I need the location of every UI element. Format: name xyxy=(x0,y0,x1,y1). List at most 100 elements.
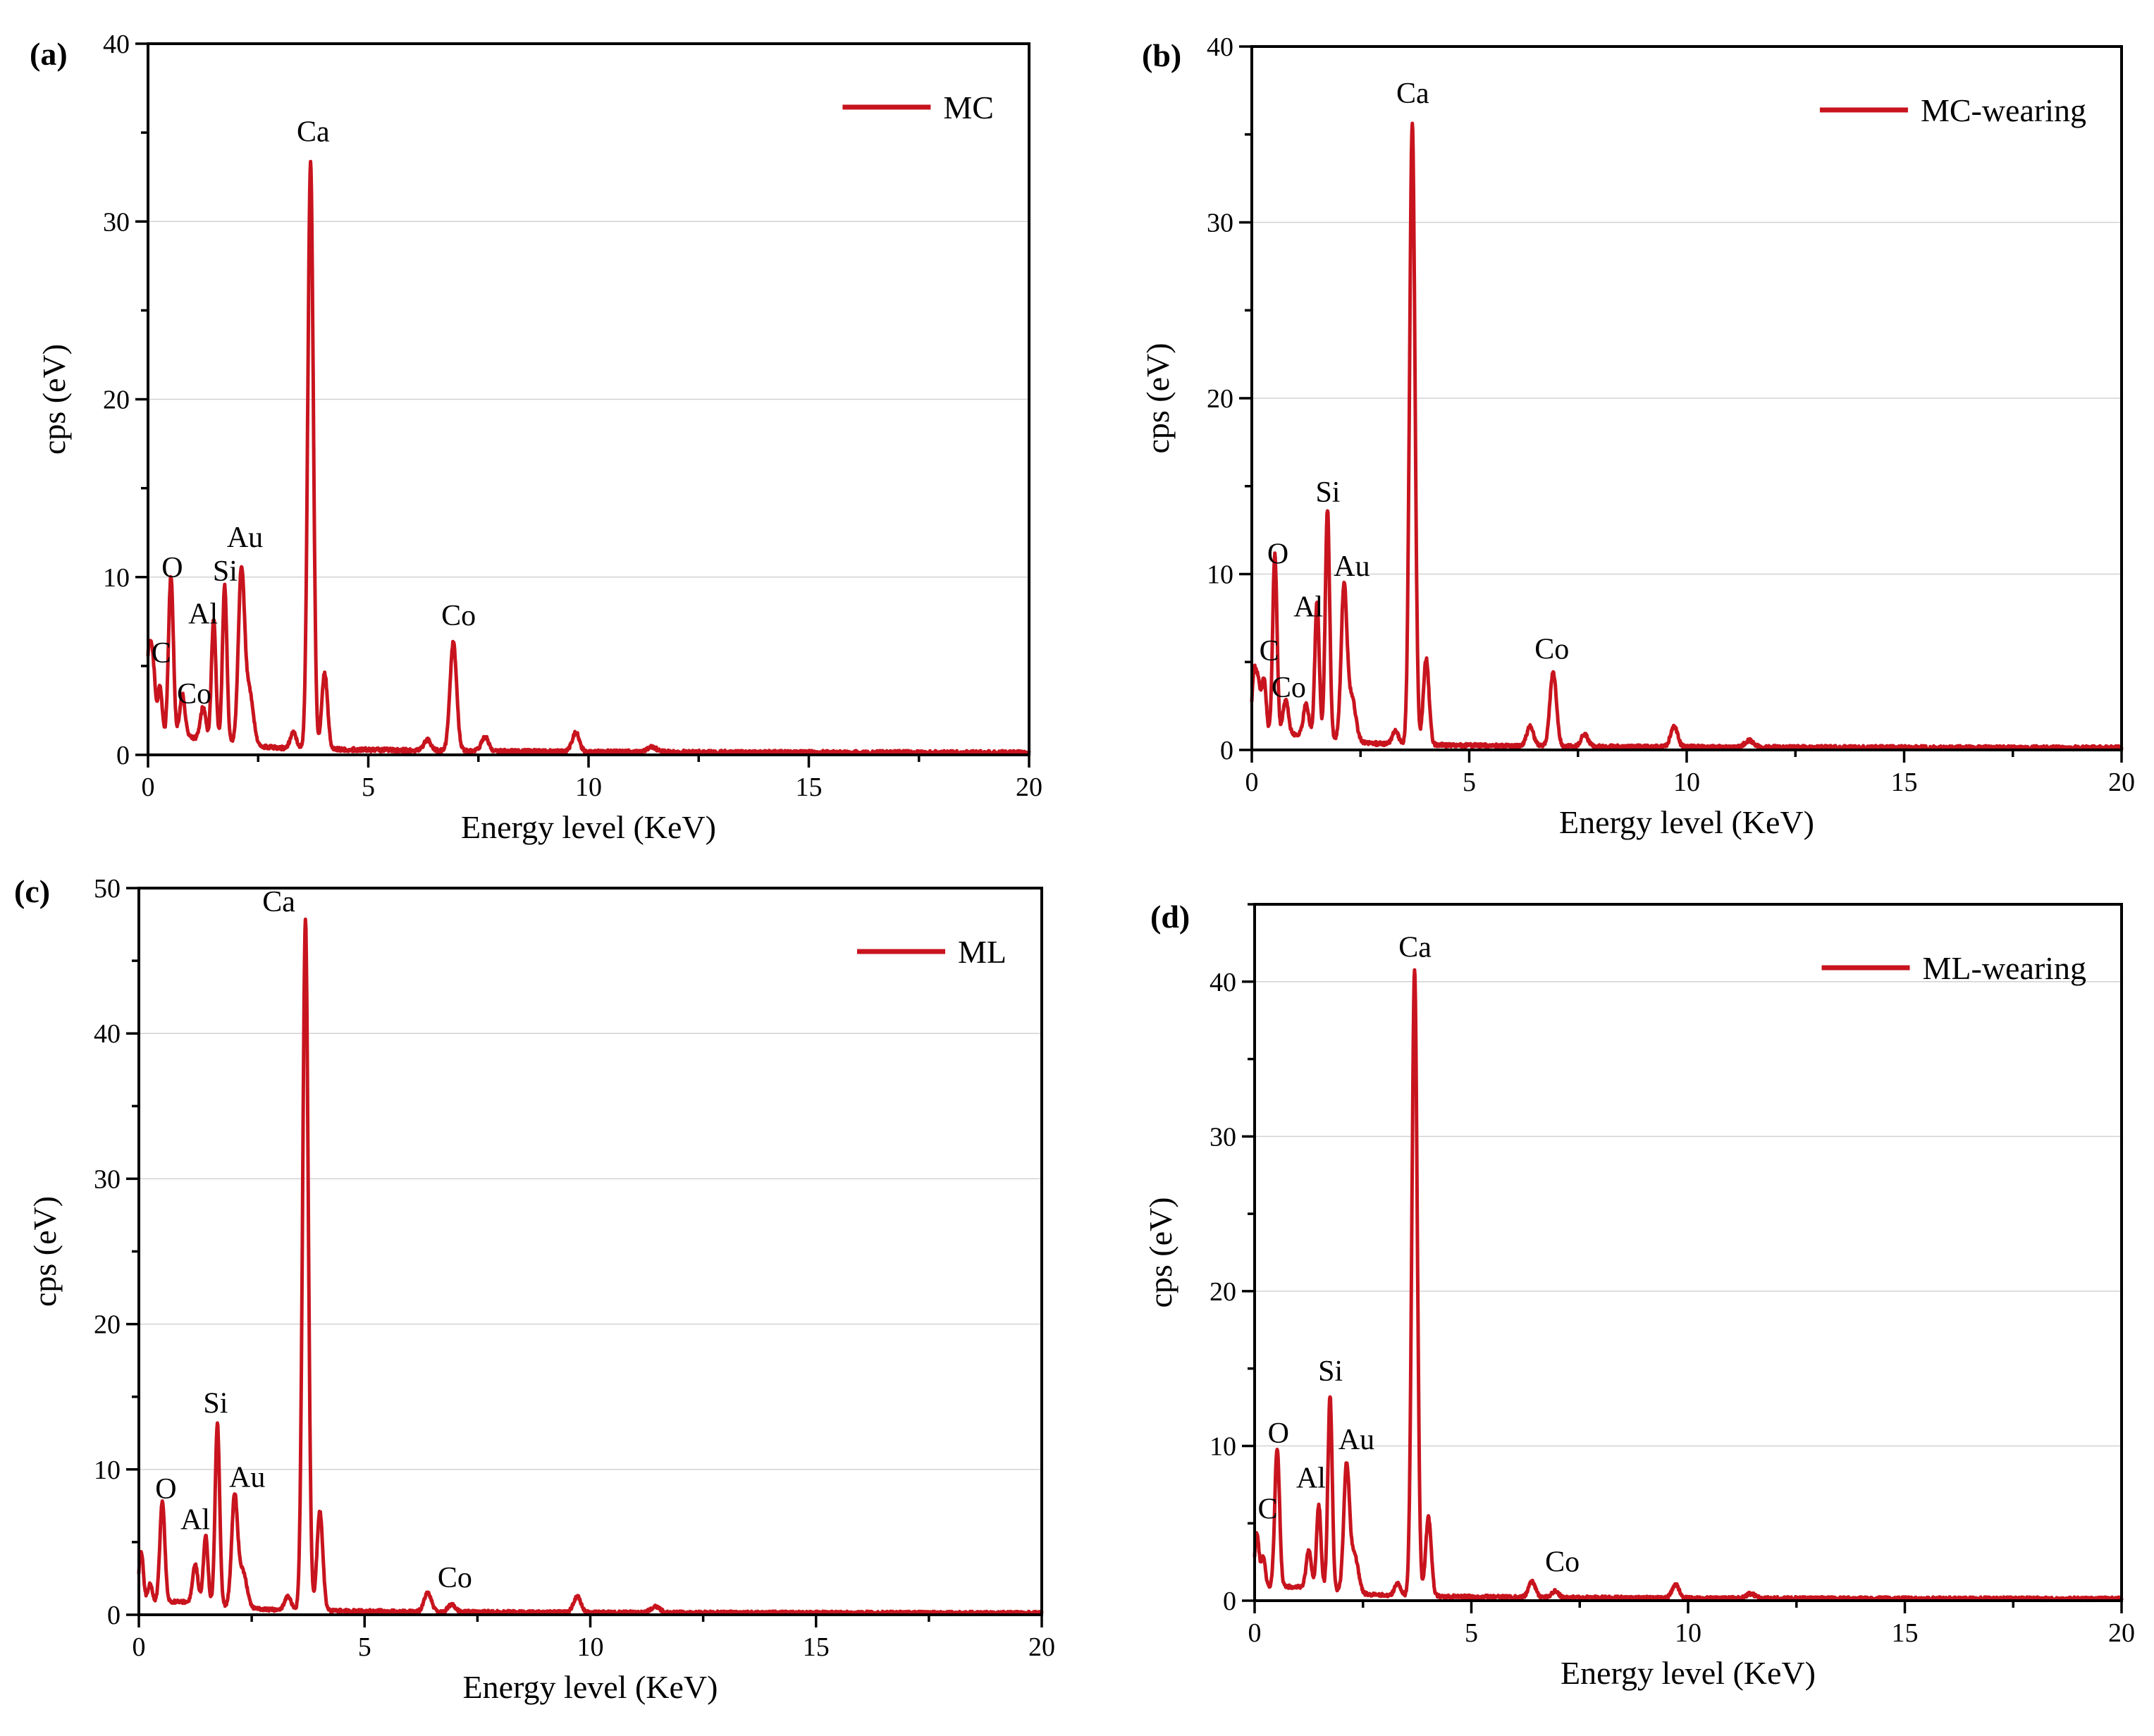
peak-label: O xyxy=(161,552,183,584)
x-tick-label: 0 xyxy=(1245,768,1259,797)
peak-label: Co xyxy=(441,600,476,632)
peak-label: Si xyxy=(1318,1355,1343,1388)
y-tick-label: 20 xyxy=(94,1310,121,1340)
peak-label: C xyxy=(1257,1494,1277,1526)
x-tick-label: 5 xyxy=(362,772,375,802)
x-tick-label: 5 xyxy=(358,1632,371,1662)
y-tick-label: 10 xyxy=(94,1455,121,1485)
chart-panel: 0 5 10 15 20 0 10 20 30 40 Energy level (KeV) cps (… xyxy=(1140,32,2135,840)
y-axis: 0 10 20 30 40 xyxy=(1207,32,1252,765)
peak-label: Au xyxy=(1334,550,1370,583)
peak-label: Al xyxy=(180,1503,210,1536)
peak-label: C xyxy=(152,637,171,670)
y-axis-title: cps (eV) xyxy=(36,344,72,455)
y-tick-label: 50 xyxy=(94,874,121,904)
y-tick-label: 20 xyxy=(1210,1277,1236,1307)
y-tick-label: 40 xyxy=(1210,968,1236,997)
peak-label: Si xyxy=(213,555,238,588)
y-tick-label: 30 xyxy=(1210,1122,1236,1152)
legend-label: MC xyxy=(943,90,994,125)
peak-label: Si xyxy=(203,1387,228,1420)
y-tick-label: 20 xyxy=(1207,384,1233,414)
y-axis: 0 10 20 30 40 xyxy=(103,30,148,770)
panel-letter: (d) xyxy=(1150,899,1190,935)
y-tick-label: 0 xyxy=(107,1601,121,1630)
peak-label: Co xyxy=(1534,633,1569,665)
legend-label: ML xyxy=(958,934,1007,970)
x-tick-label: 15 xyxy=(1892,1618,1919,1648)
x-tick-label: 5 xyxy=(1463,768,1476,797)
peak-label: Al xyxy=(188,598,218,630)
chart-panel: 0 5 10 15 20 0 10 20 30 40 Energy level (KeV) cps (… xyxy=(1143,899,2135,1691)
spectrum-line xyxy=(1250,121,2124,752)
x-axis: 0 5 10 15 20 xyxy=(142,755,1042,802)
y-tick-label: 30 xyxy=(1207,209,1233,238)
x-tick-label: 20 xyxy=(2108,768,2135,797)
y-tick-label: 0 xyxy=(1220,736,1233,765)
y-tick-label: 40 xyxy=(103,30,130,59)
x-axis: 0 5 10 15 20 xyxy=(133,1615,1055,1662)
y-tick-label: 30 xyxy=(94,1164,121,1194)
x-tick-label: 15 xyxy=(803,1632,830,1662)
chart-panel: 0 5 10 15 20 0 10 20 30 40 Energy level (KeV) cps (… xyxy=(30,30,1042,845)
y-tick-label: 10 xyxy=(103,563,130,593)
peak-label: Ca xyxy=(1398,932,1432,964)
x-axis-title: Energy level (KeV) xyxy=(1561,1655,1816,1691)
peak-label: Co xyxy=(1545,1546,1580,1578)
y-tick-label: 20 xyxy=(103,386,130,415)
legend-label: MC-wearing xyxy=(1921,92,2086,128)
y-tick-label: 10 xyxy=(1210,1432,1236,1461)
peak-label: Al xyxy=(1293,591,1323,623)
peak-label: Si xyxy=(1315,476,1340,509)
peak-labels: OAl Si Au Ca Co xyxy=(155,886,472,1594)
peak-label: O xyxy=(155,1473,176,1506)
y-axis-title: cps (eV) xyxy=(27,1196,63,1307)
peak-label: Au xyxy=(229,1462,265,1494)
y-axis: 0 10 20 30 40 50 xyxy=(94,874,139,1630)
peak-label: C xyxy=(1260,635,1279,667)
x-tick-label: 20 xyxy=(2108,1618,2135,1648)
peak-label: Ca xyxy=(297,116,330,149)
gridlines xyxy=(1255,981,2122,1447)
peak-labels: C OAl Si Au Ca Co xyxy=(1257,932,1580,1579)
x-tick-label: 0 xyxy=(133,1632,146,1662)
legend: ML xyxy=(857,934,1007,970)
x-tick-label: 5 xyxy=(1465,1618,1478,1648)
y-tick-label: 40 xyxy=(94,1019,121,1049)
peak-label: O xyxy=(1267,538,1288,571)
x-tick-label: 20 xyxy=(1028,1632,1055,1662)
legend: ML-wearing xyxy=(1821,950,2086,986)
x-tick-label: 0 xyxy=(1248,1618,1262,1648)
peak-label: Co xyxy=(1272,672,1306,704)
x-axis: 0 5 10 15 20 xyxy=(1248,1601,2135,1648)
y-tick-label: 10 xyxy=(1207,560,1233,590)
panel-letter: (b) xyxy=(1142,37,1181,73)
chart-panel: 0 5 10 15 20 0 10 20 30 40 50 Energy level (KeV) cps… xyxy=(14,873,1055,1705)
x-tick-label: 15 xyxy=(796,772,823,802)
peak-label: Co xyxy=(438,1562,472,1594)
legend: MC-wearing xyxy=(1819,92,2086,128)
spectrum-line xyxy=(146,159,1031,757)
x-tick-label: 10 xyxy=(577,1632,604,1662)
peak-label: Co xyxy=(177,678,211,710)
x-tick-label: 10 xyxy=(575,772,602,802)
x-tick-label: 20 xyxy=(1016,772,1042,802)
x-tick-label: 10 xyxy=(1673,768,1700,797)
peak-label: Au xyxy=(1338,1424,1374,1456)
y-axis: 0 10 20 30 40 xyxy=(1210,903,1255,1616)
x-axis: 0 5 10 15 20 xyxy=(1245,750,2135,797)
panel-letter: (a) xyxy=(30,36,68,72)
peak-label: Al xyxy=(1296,1463,1326,1495)
legend-label: ML-wearing xyxy=(1923,950,2086,986)
x-tick-label: 15 xyxy=(1891,768,1918,797)
x-axis-title: Energy level (KeV) xyxy=(463,1669,718,1705)
x-axis-title: Energy level (KeV) xyxy=(1559,804,1814,840)
y-axis-title: cps (eV) xyxy=(1143,1197,1178,1307)
y-tick-label: 30 xyxy=(103,207,130,237)
y-tick-label: 0 xyxy=(1223,1587,1236,1616)
legend: MC xyxy=(842,90,994,125)
panel-letter: (c) xyxy=(14,873,50,909)
